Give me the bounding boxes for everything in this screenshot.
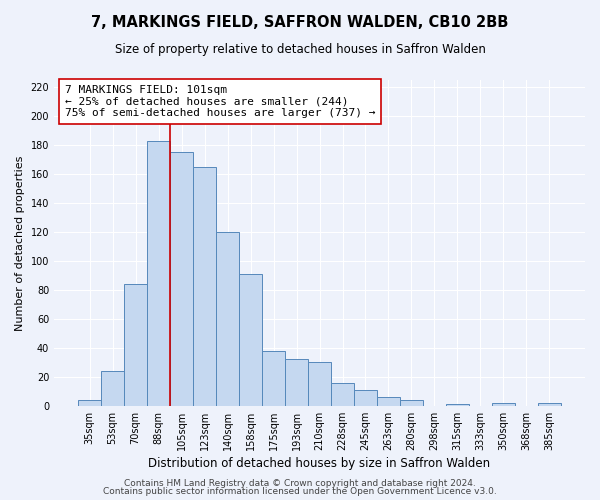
Bar <box>377 397 400 406</box>
Bar <box>193 167 216 406</box>
Text: Size of property relative to detached houses in Saffron Walden: Size of property relative to detached ho… <box>115 42 485 56</box>
Bar <box>147 141 170 406</box>
Bar <box>308 362 331 406</box>
Bar <box>492 403 515 406</box>
Bar <box>538 403 561 406</box>
Bar <box>239 274 262 406</box>
Bar <box>331 382 354 406</box>
Text: 7 MARKINGS FIELD: 101sqm
← 25% of detached houses are smaller (244)
75% of semi-: 7 MARKINGS FIELD: 101sqm ← 25% of detach… <box>65 85 375 118</box>
Text: 7, MARKINGS FIELD, SAFFRON WALDEN, CB10 2BB: 7, MARKINGS FIELD, SAFFRON WALDEN, CB10 … <box>91 15 509 30</box>
X-axis label: Distribution of detached houses by size in Saffron Walden: Distribution of detached houses by size … <box>148 457 491 470</box>
Text: Contains HM Land Registry data © Crown copyright and database right 2024.: Contains HM Land Registry data © Crown c… <box>124 478 476 488</box>
Bar <box>124 284 147 406</box>
Bar <box>101 371 124 406</box>
Bar <box>78 400 101 406</box>
Text: Contains public sector information licensed under the Open Government Licence v3: Contains public sector information licen… <box>103 487 497 496</box>
Bar <box>216 232 239 406</box>
Y-axis label: Number of detached properties: Number of detached properties <box>15 155 25 330</box>
Bar <box>400 400 423 406</box>
Bar <box>354 390 377 406</box>
Bar <box>170 152 193 406</box>
Bar <box>262 351 285 406</box>
Bar <box>446 404 469 406</box>
Bar <box>285 360 308 406</box>
